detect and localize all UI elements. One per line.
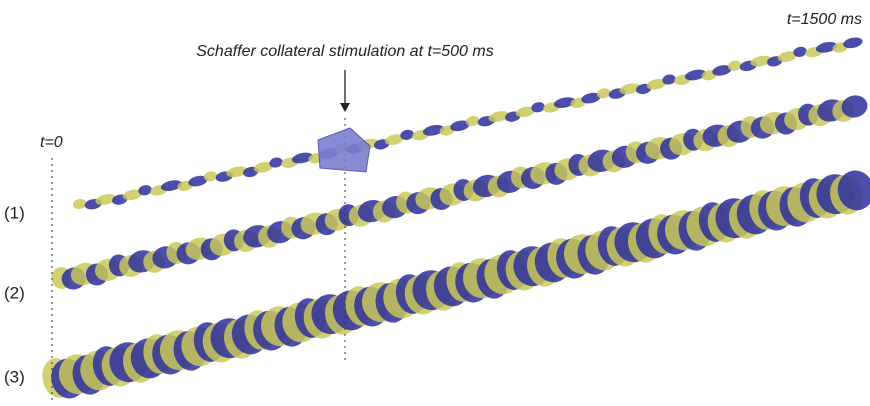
arrow-head [340,103,350,112]
figure: t=1500 ms Schaffer collateral stimulatio… [0,0,870,406]
row-label: (1) [4,203,25,222]
row-label: (2) [4,283,25,302]
row-label: (3) [4,367,25,386]
ribbon-patch [72,198,87,211]
stimulation-box [318,128,370,172]
ribbons [39,36,870,402]
start-time-label: t=0 [40,134,63,151]
stimulation-label: Schaffer collateral stimulation at t=500… [196,43,493,60]
end-time-label: t=1500 ms [787,11,862,28]
